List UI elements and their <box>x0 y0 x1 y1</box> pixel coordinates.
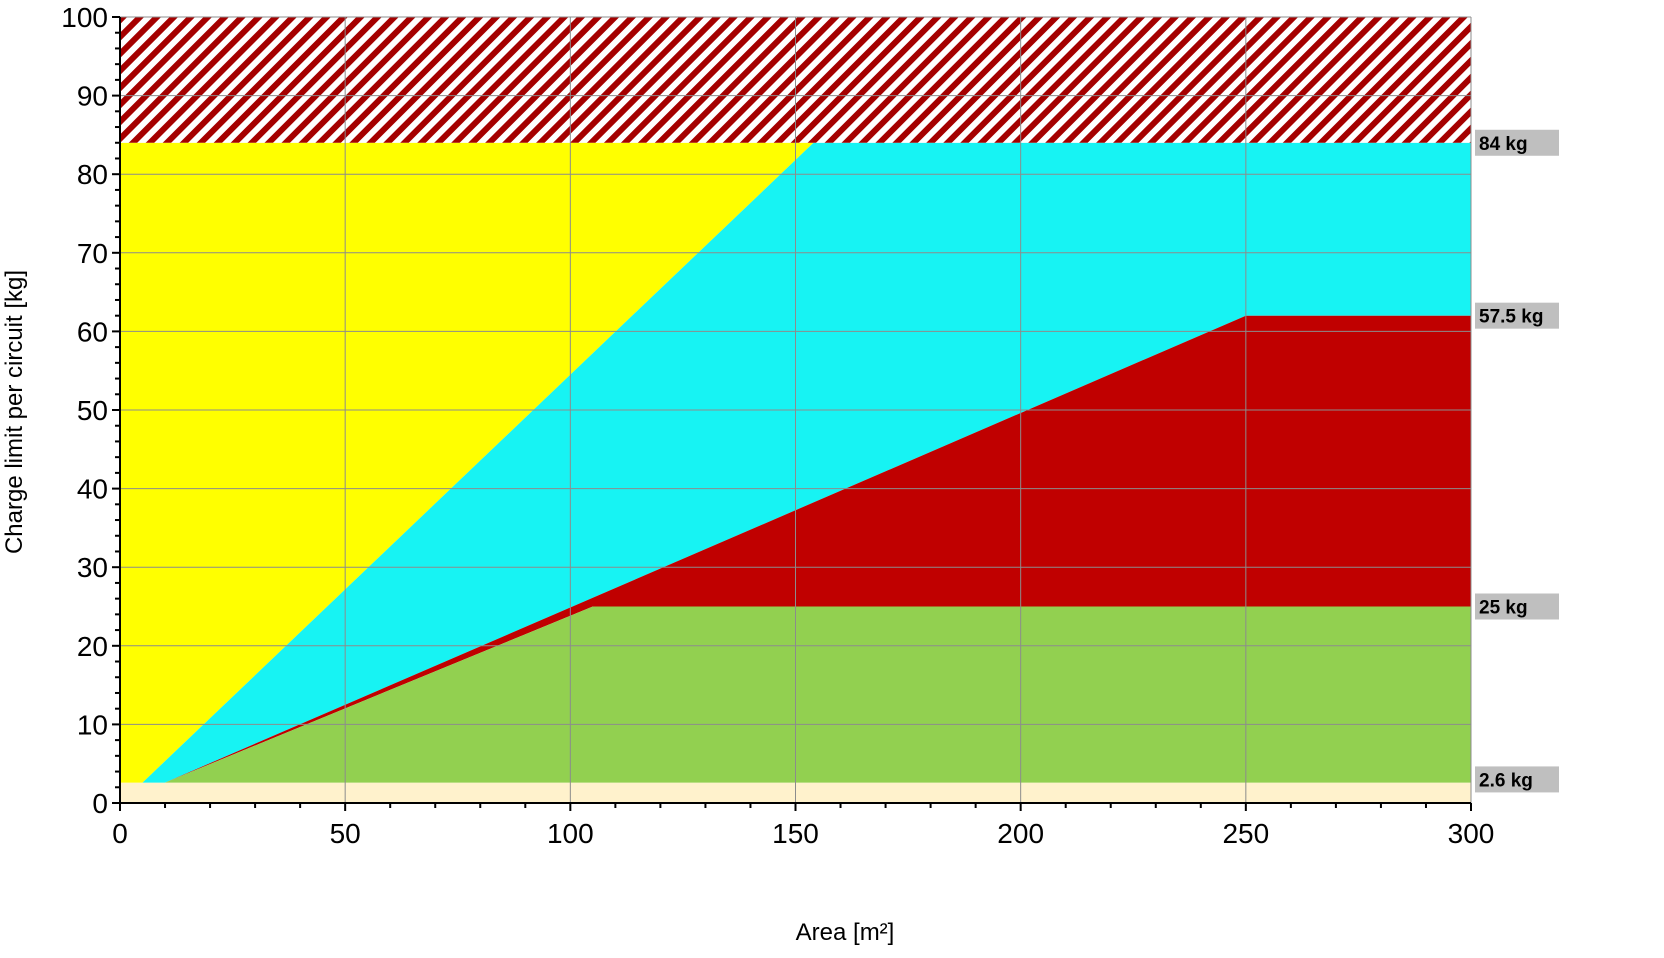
y-tick-label: 80 <box>77 159 108 190</box>
region-4 <box>165 606 1471 783</box>
x-tick-label: 150 <box>772 818 819 849</box>
x-tick-label: 250 <box>1222 818 1269 849</box>
band-label-box <box>1475 593 1559 620</box>
band-label-text: 57.5 kg <box>1479 307 1543 328</box>
region-1 <box>120 142 814 783</box>
region-2 <box>142 142 1471 783</box>
y-tick-label: 20 <box>77 631 108 662</box>
x-tick-label: 300 <box>1448 818 1495 849</box>
y-tick-label: 100 <box>61 2 108 33</box>
y-axis-title: Charge limit per circuit [kg] <box>1 270 28 554</box>
band-label-box <box>1475 302 1559 329</box>
band-label: 57.5 kg <box>1475 302 1559 329</box>
y-tick-label: 90 <box>77 81 108 112</box>
x-tick-label: 0 <box>112 818 128 849</box>
x-axis-title: Area [m²] <box>796 919 895 946</box>
x-tick-label: 100 <box>547 818 594 849</box>
x-tick-label: 50 <box>330 818 361 849</box>
y-tick-label: 60 <box>77 316 108 347</box>
band-label: 84 kg <box>1475 129 1559 156</box>
x-tick-label: 200 <box>997 818 1044 849</box>
y-tick-label: 0 <box>92 788 108 819</box>
y-tick-label: 30 <box>77 552 108 583</box>
y-tick-label: 70 <box>77 238 108 269</box>
band-label-box <box>1475 766 1559 793</box>
band-label-text: 84 kg <box>1479 134 1528 155</box>
band-label: 25 kg <box>1475 593 1559 620</box>
band-label-text: 25 kg <box>1479 598 1528 619</box>
region-3 <box>165 315 1471 783</box>
band-label-box <box>1475 129 1559 156</box>
y-tick-label: 10 <box>77 709 108 740</box>
y-tick-label: 50 <box>77 395 108 426</box>
band-label: 2.6 kg <box>1475 766 1559 793</box>
y-tick-label: 40 <box>77 474 108 505</box>
band-label-text: 2.6 kg <box>1479 770 1533 791</box>
